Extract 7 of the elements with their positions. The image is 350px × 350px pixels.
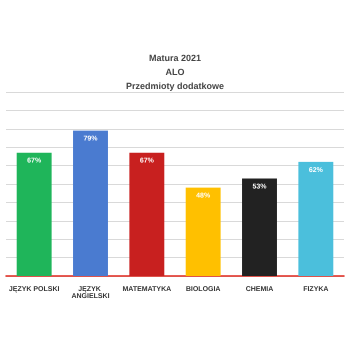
bar	[242, 178, 277, 276]
chart-title: Matura 2021 ALO Przedmioty dodatkowe	[126, 53, 224, 91]
bar	[73, 130, 108, 276]
bar	[129, 152, 164, 276]
bar	[16, 152, 52, 276]
bar	[298, 162, 334, 276]
bar	[186, 188, 221, 276]
